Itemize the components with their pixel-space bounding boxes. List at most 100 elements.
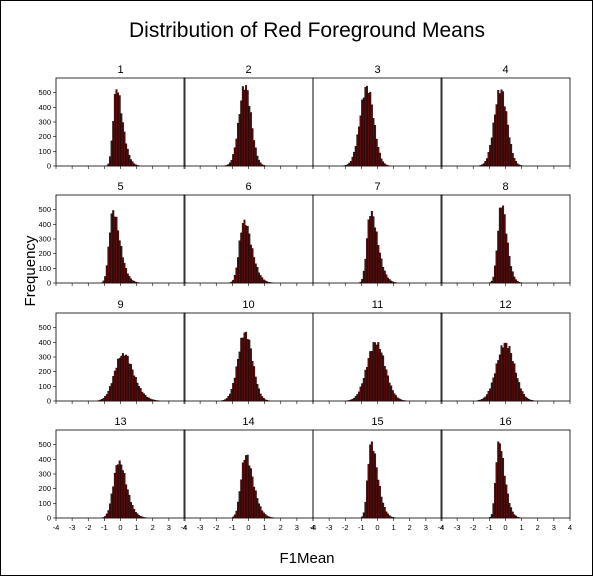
histogram-bar: [516, 516, 519, 519]
histogram-bar: [349, 161, 352, 167]
histogram-bar: [492, 122, 495, 167]
histogram-bar: [130, 278, 132, 284]
x-tick-label: -1: [229, 523, 236, 532]
histogram-bar: [510, 507, 513, 519]
panel-label: 14: [242, 416, 254, 428]
histogram-bar: [97, 400, 100, 402]
histogram-bar: [369, 216, 372, 284]
histogram-bar: [251, 476, 254, 519]
histogram-bar: [259, 506, 262, 519]
histogram-bar: [115, 89, 118, 167]
histogram-bar: [505, 484, 508, 519]
histogram-bar: [482, 397, 485, 402]
histogram-bar: [383, 507, 386, 519]
histogram-bar: [105, 513, 108, 519]
histogram-bar: [262, 512, 265, 519]
histogram-bar: [388, 279, 391, 284]
histogram-bar: [388, 515, 391, 519]
histogram-bar: [521, 391, 524, 402]
histogram-bar: [256, 155, 259, 167]
panel-label: 11: [372, 299, 383, 311]
y-tick-label: 300: [38, 235, 51, 244]
panel-label: 7: [374, 181, 380, 193]
histogram-bar: [396, 397, 399, 402]
histogram-bar: [387, 165, 389, 167]
histogram-bar: [115, 367, 118, 402]
histogram-bar: [267, 281, 270, 284]
histogram-bar: [513, 157, 516, 167]
histogram-bar: [385, 369, 388, 402]
histogram-bar: [237, 257, 239, 284]
histogram-bar: [117, 464, 120, 519]
histogram-bar: [107, 510, 110, 519]
histogram-bar: [508, 503, 511, 519]
histogram-bar: [492, 377, 495, 402]
histogram-bar: [356, 394, 359, 402]
histogram-bar: [123, 473, 126, 519]
histogram-bar: [152, 399, 155, 402]
histogram-bar: [262, 279, 265, 284]
histogram-bar: [359, 281, 362, 284]
histogram-bar: [109, 156, 111, 167]
y-tick-label: 100: [38, 264, 51, 273]
histogram-bar: [130, 364, 132, 402]
histogram-bar: [498, 443, 501, 519]
histogram-bar: [222, 400, 225, 402]
histogram-bar: [526, 397, 529, 402]
histogram-bar: [502, 205, 505, 284]
histogram-bar: [385, 274, 388, 284]
histogram-bar: [248, 465, 251, 519]
histogram-bar: [270, 517, 273, 519]
histogram-bar: [503, 214, 506, 284]
histogram-bar: [378, 152, 381, 167]
y-tick-label: 0: [47, 162, 51, 171]
x-tick-label: 0: [503, 523, 507, 532]
histogram-bar: [481, 164, 484, 167]
histogram-bar: [154, 400, 157, 402]
histogram-bar: [126, 148, 129, 167]
panel-label: 8: [502, 181, 508, 193]
histogram-bar: [121, 470, 124, 519]
histogram-bar: [511, 152, 514, 167]
histogram-bar: [527, 399, 530, 402]
histogram-bar: [238, 114, 241, 167]
histogram-bar: [487, 391, 490, 402]
histogram-bar: [387, 375, 389, 402]
histogram-bar: [374, 453, 377, 519]
histogram-panel-1: 1 0 100 200 300 400 500: [38, 64, 186, 171]
histogram-bar: [380, 158, 383, 167]
histogram-bar: [150, 399, 153, 402]
histogram-bar: [375, 138, 378, 167]
histogram-bar: [246, 454, 249, 519]
histogram-bar: [112, 376, 115, 402]
x-tick-label: 1: [135, 523, 139, 532]
panel-label: 13: [114, 416, 126, 428]
histogram-bar: [107, 246, 110, 284]
histogram-bar: [267, 516, 270, 519]
histogram-bar: [142, 517, 145, 519]
histogram-bar: [240, 100, 243, 167]
y-tick-label: 300: [38, 118, 51, 127]
histogram-panel-7: 7: [312, 181, 443, 286]
histogram-bar: [506, 493, 509, 519]
panel-label: 10: [242, 299, 254, 311]
histogram-bar: [516, 378, 519, 402]
y-axis-label: Frequency: [22, 235, 39, 306]
histogram-bar: [495, 363, 498, 402]
histogram-bar: [256, 384, 259, 402]
histogram-panel-14: 14 -4 -3 -2 -1 0 1 2 3 4: [181, 416, 315, 532]
histogram-bar: [118, 357, 121, 402]
histogram-bar: [393, 282, 396, 284]
histogram-bar: [228, 162, 231, 167]
histogram-bar: [505, 342, 508, 402]
x-tick-label: 3: [552, 523, 556, 532]
histogram-bar: [131, 369, 134, 402]
histogram-bar: [375, 344, 378, 402]
histogram-bar: [503, 342, 506, 402]
histogram-bar: [374, 227, 377, 284]
histogram-bar: [246, 90, 249, 167]
histogram-bar: [120, 464, 123, 519]
histogram-bar: [243, 332, 246, 402]
histogram-bar: [251, 128, 254, 167]
histogram-bar: [516, 280, 519, 284]
